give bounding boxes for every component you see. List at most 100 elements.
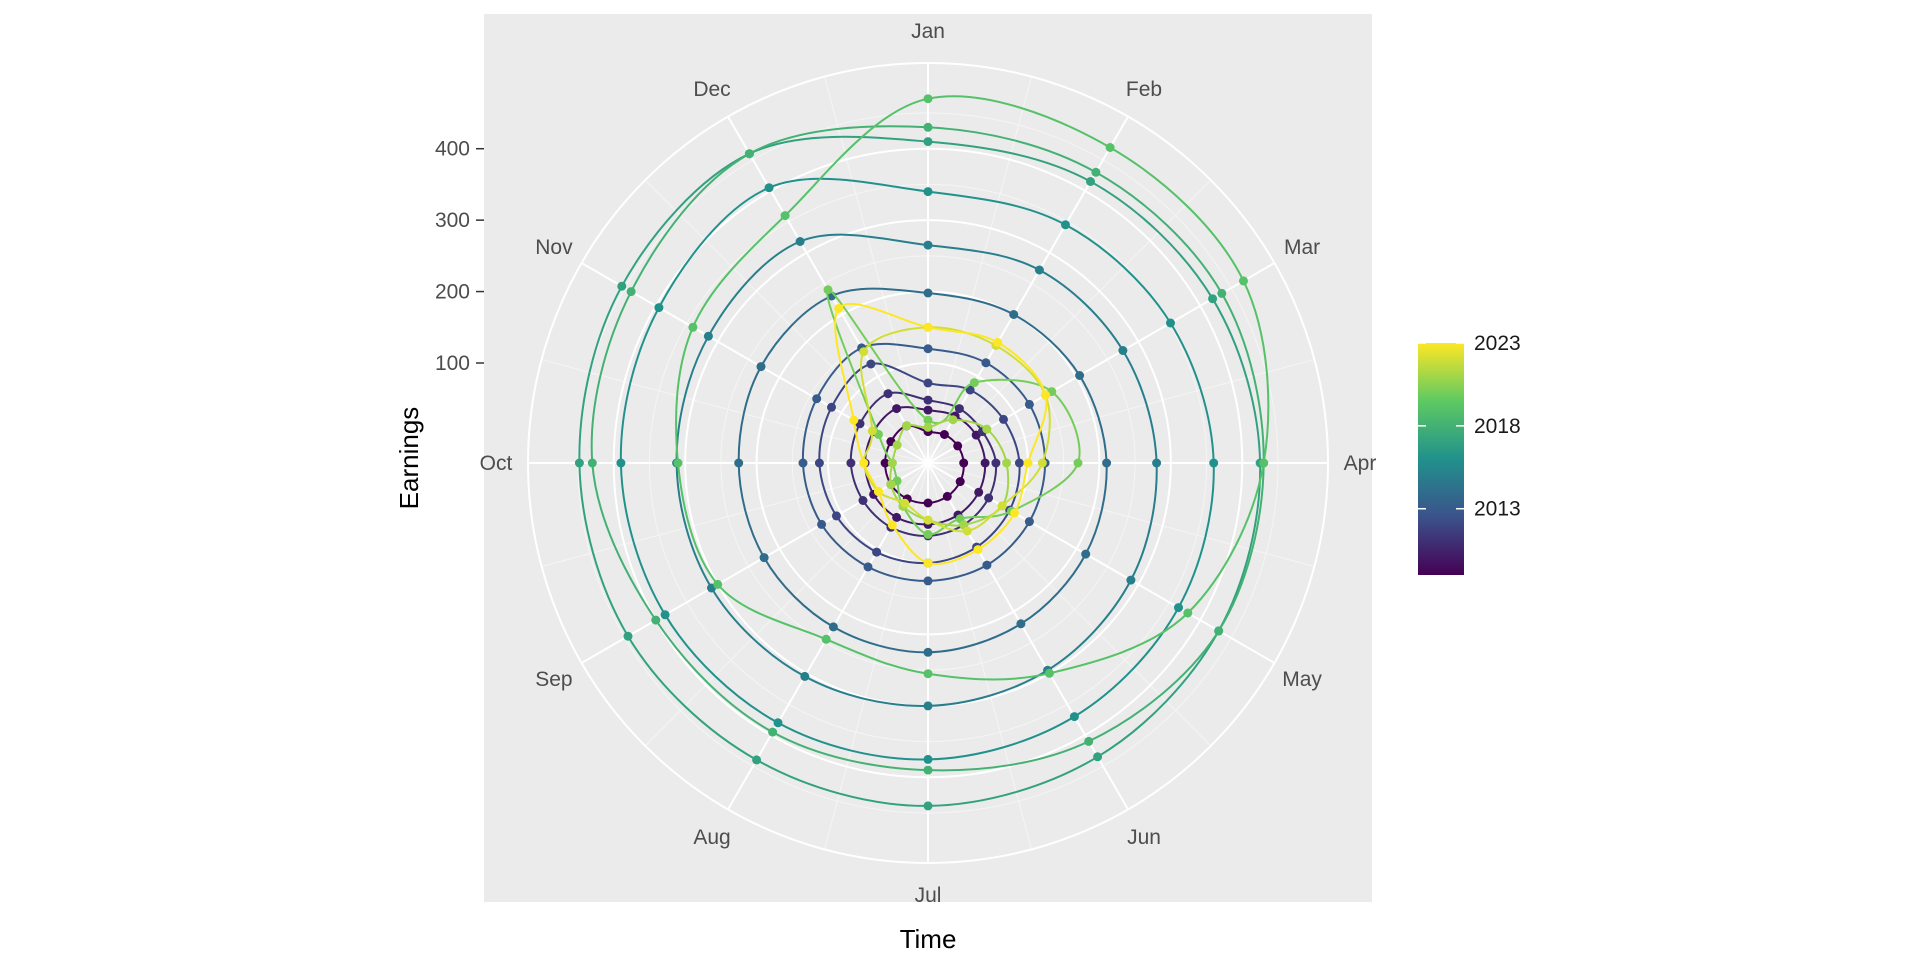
month-label: Nov: [535, 236, 573, 259]
data-point-2018: [651, 615, 661, 625]
data-point-2016: [660, 610, 670, 620]
data-point-2018: [587, 458, 597, 468]
data-point-2009: [953, 441, 963, 451]
data-point-2009: [939, 430, 949, 439]
data-point-2021: [892, 440, 902, 450]
data-point-2016: [1166, 318, 1175, 328]
data-point-2013: [981, 358, 991, 368]
data-point-2014: [828, 622, 838, 632]
data-point-2019: [821, 634, 831, 644]
data-point-2019: [1239, 276, 1248, 286]
data-point-2021: [982, 424, 992, 434]
data-point-2013: [812, 394, 822, 404]
data-point-2018: [1084, 736, 1094, 746]
data-point-2019: [923, 669, 933, 679]
data-point-2011: [984, 493, 994, 503]
month-label: May: [1282, 668, 1322, 691]
grid-spoke-minor: [927, 462, 1212, 747]
data-point-2020: [969, 378, 979, 388]
month-label: Jul: [915, 884, 942, 907]
colorbar-label: 2018: [1474, 415, 1521, 438]
data-point-2009: [959, 458, 969, 468]
data-point-2020: [923, 415, 933, 425]
data-point-2020: [823, 285, 833, 295]
data-point-2013: [817, 519, 827, 529]
data-point-2023: [834, 303, 844, 313]
data-point-2023: [923, 558, 933, 568]
data-point-2022: [997, 501, 1007, 511]
data-point-2019: [1044, 668, 1054, 678]
data-point-2019: [780, 211, 790, 221]
data-point-2017: [923, 801, 933, 811]
data-point-2022: [1037, 458, 1047, 468]
data-point-2019: [1259, 458, 1269, 468]
month-label: Aug: [693, 826, 730, 849]
data-point-2018: [923, 765, 933, 775]
data-point-2023: [1023, 458, 1033, 468]
data-point-2015: [1034, 265, 1044, 275]
data-point-2016: [654, 303, 664, 313]
data-point-2015: [923, 701, 933, 711]
data-point-2018: [923, 122, 933, 132]
data-point-2018: [1214, 626, 1224, 636]
data-point-2018: [1091, 167, 1101, 177]
radial-tick-label: 100: [435, 352, 470, 375]
data-point-2011: [846, 458, 856, 468]
data-point-2016: [923, 754, 933, 764]
colorbar-gradient: [1418, 343, 1464, 575]
data-point-2022: [867, 426, 877, 436]
month-label: Feb: [1126, 78, 1162, 101]
month-label: Sep: [535, 668, 572, 691]
data-point-2014: [923, 647, 933, 657]
month-label: Dec: [693, 78, 730, 101]
grid-spoke-minor: [927, 358, 1315, 464]
data-point-2017: [1208, 294, 1218, 304]
data-point-2009: [942, 491, 952, 501]
data-point-2013: [923, 576, 933, 586]
data-point-2012: [1014, 458, 1024, 468]
data-point-2019: [673, 458, 683, 468]
grid-spoke-minor: [823, 76, 929, 464]
data-point-2023: [887, 520, 897, 530]
data-point-2010: [892, 404, 902, 414]
y-axis-title: Earnings: [394, 407, 424, 510]
data-point-2022: [859, 347, 869, 357]
colorbar-label: 2023: [1474, 332, 1521, 355]
data-point-2017: [1086, 177, 1095, 186]
data-point-2015: [1126, 575, 1136, 585]
grid-spoke-minor: [644, 462, 929, 747]
legend-colorbar: 2023 2018 2013: [1418, 332, 1521, 575]
data-point-2021: [886, 479, 896, 489]
data-point-2016: [923, 187, 933, 197]
data-point-2013: [982, 560, 992, 570]
data-point-2021: [887, 458, 897, 468]
data-point-2021: [902, 421, 912, 431]
grid-lines: [527, 62, 1329, 864]
data-point-2018: [626, 287, 636, 297]
data-point-2014: [1102, 458, 1112, 468]
data-point-2021: [948, 415, 958, 425]
data-point-2011: [991, 458, 1001, 468]
data-point-2019: [923, 94, 933, 104]
data-point-2016: [773, 718, 783, 728]
data-point-2012: [831, 511, 841, 521]
data-point-2023: [849, 415, 859, 425]
data-point-2013: [798, 458, 808, 468]
data-point-2019: [1183, 608, 1193, 618]
data-point-2022: [962, 526, 972, 536]
data-point-2015: [1118, 346, 1128, 355]
data-point-2018: [1217, 288, 1227, 298]
month-label: Oct: [480, 452, 513, 475]
data-point-2023: [993, 337, 1003, 347]
colorbar-label: 2013: [1474, 498, 1521, 521]
data-point-2012: [814, 458, 824, 468]
data-point-2020: [923, 529, 933, 539]
data-point-2016: [1061, 220, 1070, 230]
data-point-2014: [756, 362, 766, 372]
data-point-2011: [923, 395, 933, 405]
data-point-2009: [880, 458, 890, 468]
data-point-2012: [827, 402, 836, 412]
data-point-2020: [1073, 458, 1083, 468]
x-axis-title: Time: [900, 924, 957, 954]
data-point-2019: [688, 322, 698, 332]
